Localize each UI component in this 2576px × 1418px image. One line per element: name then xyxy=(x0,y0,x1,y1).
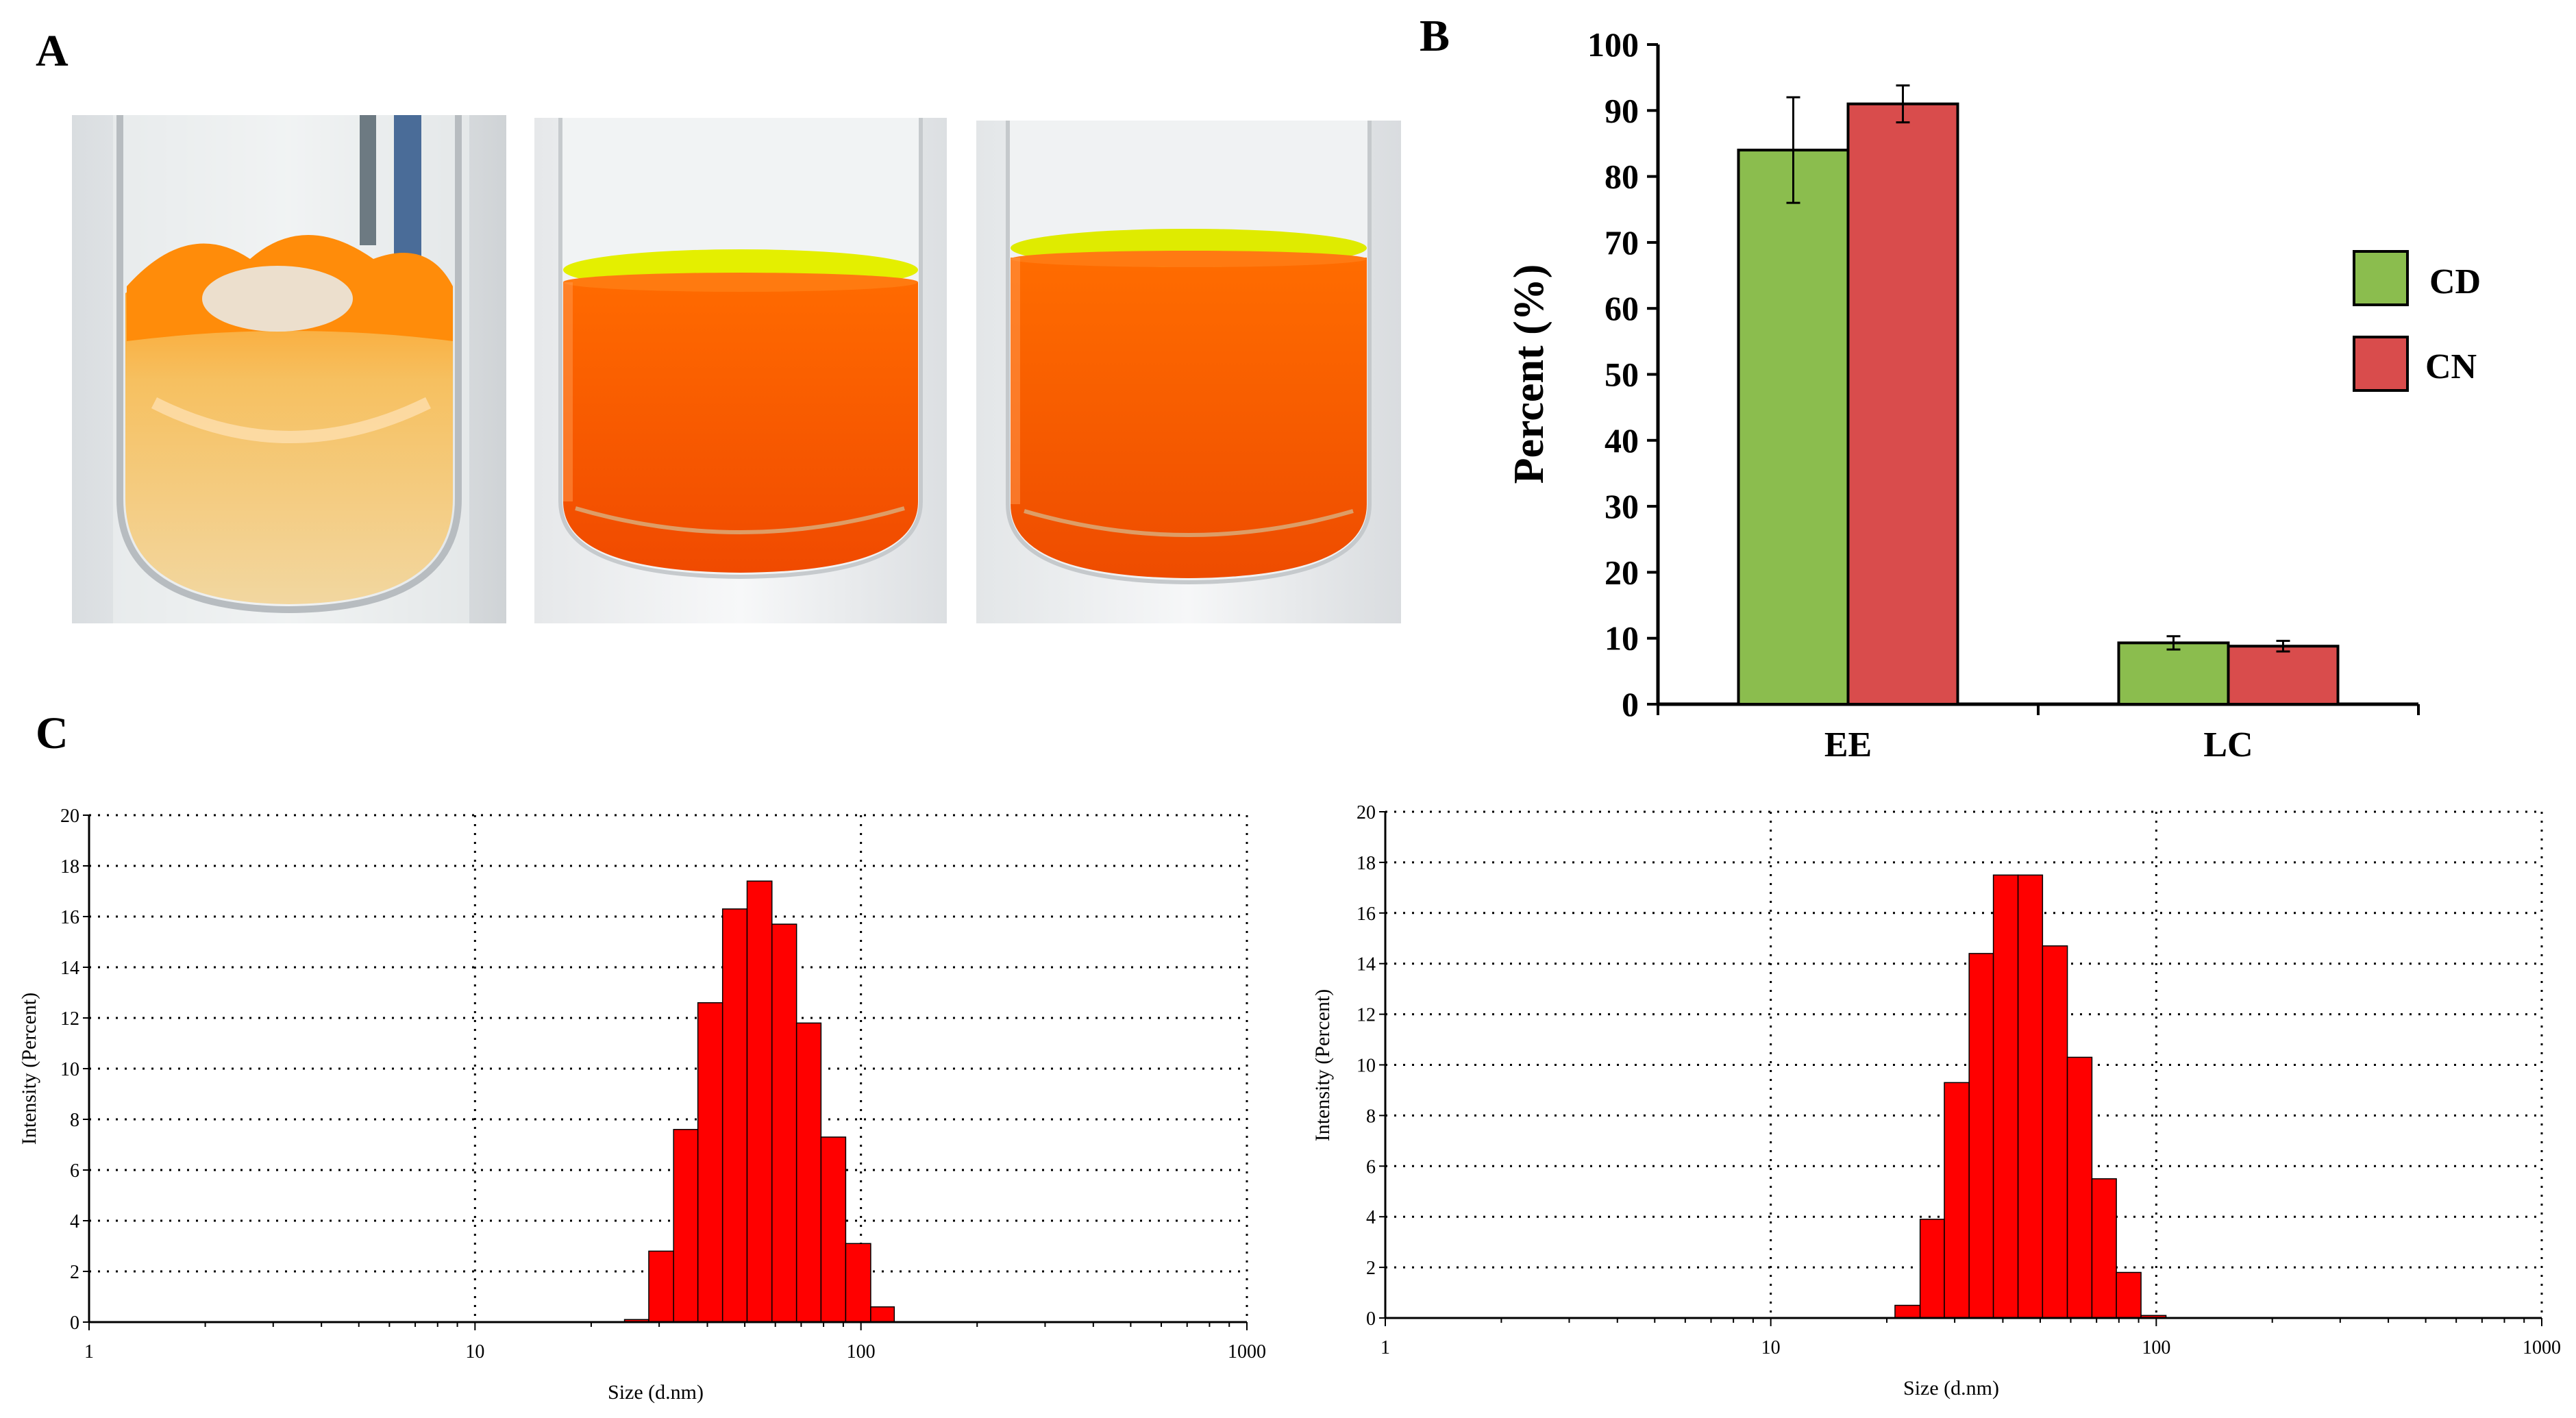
b-bars xyxy=(1737,84,2340,706)
vial-photo-dispersion xyxy=(72,115,506,623)
c1-y-tick-label: 14 xyxy=(60,958,79,979)
c2-histogram-bar xyxy=(1968,953,1994,1319)
c2-y-tick-label: 20 xyxy=(1357,802,1376,823)
c2-x-tick-label: 1000 xyxy=(2523,1337,2561,1358)
b-category-label: EE xyxy=(1824,725,1872,764)
c1-y-tick-label: 0 xyxy=(70,1313,79,1334)
c1-x-tick-label: 1000 xyxy=(1228,1341,1266,1363)
c1-y-tick-label: 8 xyxy=(70,1110,79,1131)
b-y-tick-label: 30 xyxy=(1605,487,1639,525)
c2-histogram-bar xyxy=(2116,1271,2142,1319)
c2-histogram-bar xyxy=(1919,1219,1945,1319)
legend-swatch-cn xyxy=(2353,336,2409,392)
c2-histogram-bar xyxy=(2091,1178,2117,1319)
legend-label-cn: CN xyxy=(2425,347,2477,386)
c1-y-tick-label: 20 xyxy=(60,806,79,827)
c1-histogram-bar xyxy=(795,1022,822,1323)
c1-y-tick-label: 4 xyxy=(70,1211,79,1232)
c1-histogram-bar xyxy=(820,1136,847,1323)
bar-cn-ee xyxy=(1846,102,1959,706)
b-y-tick-label: 50 xyxy=(1605,356,1639,394)
c1-y-tick-label: 18 xyxy=(60,856,79,878)
b-y-tick-label: 0 xyxy=(1622,685,1639,723)
c2-y-tick-label: 4 xyxy=(1366,1207,1376,1228)
panel-label-c: C xyxy=(36,708,69,758)
c2-y-tick-label: 12 xyxy=(1357,1005,1376,1026)
b-category-labels: EE LC xyxy=(1824,725,2253,764)
c2-histogram-bar xyxy=(2017,874,2044,1319)
c2-histogram-bar xyxy=(2066,1056,2093,1319)
b-y-tick-label: 90 xyxy=(1605,91,1639,129)
c2-x-tick-label: 100 xyxy=(2142,1337,2170,1358)
c2-histogram-bar xyxy=(1894,1304,1921,1319)
b-y-tick-label: 40 xyxy=(1605,421,1639,460)
vial-photo-cd-solution xyxy=(534,118,947,623)
c2-histogram-bar xyxy=(2042,945,2068,1319)
c1-plot: 0 2 4 6 8 10 12 14 16 18 20 1 10 100 1000 xyxy=(60,806,1266,1363)
c2-y-tick-label: 18 xyxy=(1357,853,1376,874)
c2-y-tick-label: 10 xyxy=(1357,1056,1376,1077)
c1-histogram-bar xyxy=(771,923,797,1323)
c1-y-tick-label: 2 xyxy=(70,1262,79,1283)
b-y-tick-label: 80 xyxy=(1605,158,1639,196)
bar-cd-lc xyxy=(2117,641,2230,706)
vial-photo-cn-solution xyxy=(976,121,1401,623)
c1-x-axis-label: Size (d.nm) xyxy=(608,1381,704,1404)
c2-x-axis-label: Size (d.nm) xyxy=(1903,1377,1999,1400)
b-y-tick-label: 70 xyxy=(1605,223,1639,262)
c1-x-tick-label: 10 xyxy=(465,1341,484,1363)
b-legend: CD CN xyxy=(2353,250,2481,392)
c1-y-tick-label: 12 xyxy=(60,1008,79,1030)
c1-y-tick-label: 6 xyxy=(70,1160,79,1182)
b-y-tick-label: 100 xyxy=(1587,25,1639,64)
c2-x-tick-label: 1 xyxy=(1380,1337,1390,1358)
c2-x-tick-label: 10 xyxy=(1761,1337,1781,1358)
c2-plot: 0 2 4 6 8 10 12 14 16 18 20 1 10 100 1000 xyxy=(1357,802,2561,1358)
c1-x-tick-label: 1 xyxy=(84,1341,94,1363)
c2-y-tick-label: 2 xyxy=(1366,1258,1376,1279)
c2-y-tick-label: 14 xyxy=(1357,954,1376,975)
b-y-tick-label: 10 xyxy=(1605,619,1639,658)
c1-histogram-bar xyxy=(673,1129,699,1323)
c2-y-tick-label: 0 xyxy=(1366,1308,1376,1330)
c2-y-tick-label: 8 xyxy=(1366,1106,1376,1127)
c2-histogram-bar xyxy=(1992,874,2019,1319)
b-category-label: LC xyxy=(2203,725,2253,764)
c2-y-tick-label: 16 xyxy=(1357,904,1376,925)
c2-histogram-bar xyxy=(1944,1082,1970,1319)
c1-histogram-bar xyxy=(697,1002,723,1323)
panel-label-a: A xyxy=(36,26,69,76)
b-y-axis-label: Percent (%) xyxy=(1506,264,1552,484)
c1-y-axis-label: Intensity (Percent) xyxy=(18,993,40,1145)
c1-y-tick-label: 16 xyxy=(60,907,79,928)
legend-swatch-cd xyxy=(2353,250,2409,306)
b-y-tick-label: 60 xyxy=(1605,289,1639,327)
c1-x-tick-label: 100 xyxy=(847,1341,876,1363)
legend-label-cd: CD xyxy=(2429,262,2481,301)
bar-cd-ee xyxy=(1737,149,1850,706)
panel-label-b: B xyxy=(1420,11,1450,61)
c1-y-tick-label: 10 xyxy=(60,1059,79,1080)
c2-y-tick-label: 6 xyxy=(1366,1156,1376,1178)
b-y-ticks: 0 10 20 30 40 50 60 70 80 90 100 xyxy=(1587,25,2420,723)
c2-y-axis-label: Intensity (Percent) xyxy=(1311,989,1334,1141)
b-y-tick-label: 20 xyxy=(1605,553,1639,591)
